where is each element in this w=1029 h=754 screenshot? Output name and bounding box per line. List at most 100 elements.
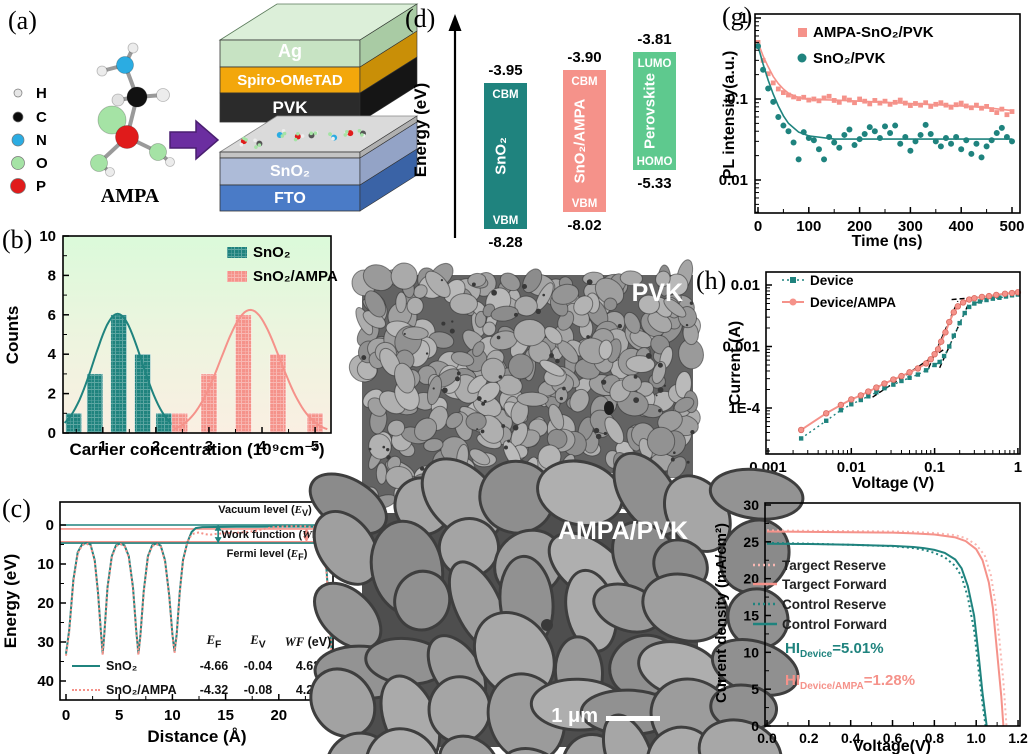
panel-label-h: (h) xyxy=(696,266,727,295)
svg-text:500: 500 xyxy=(999,218,1024,235)
p-atom-icon xyxy=(10,178,26,194)
svg-text:5: 5 xyxy=(115,707,123,724)
panel-d-chart: Energy (eV) -3.95 -8.28 CBM VBM SnO₂ -3.90 -8.… xyxy=(411,14,676,251)
panel-b-chart: 1 2 3 4 5 0 2 4 6 8 10 SnO₂ SnO₂/AMPA Counts Carrier… xyxy=(3,228,338,459)
svg-text:200: 200 xyxy=(847,218,872,235)
legend-device: Device xyxy=(810,273,854,288)
svg-text:-8.28: -8.28 xyxy=(488,234,522,251)
svg-text:1: 1 xyxy=(740,10,748,27)
panel-h-chart: 0.001 0.01 0.1 10.010.0011E-4DeviceDevice/A… xyxy=(722,271,1022,492)
svg-text:1.2: 1.2 xyxy=(1008,730,1028,746)
svg-text:0: 0 xyxy=(754,218,762,235)
table-row: SnO₂ -4.66 -0.04 4.62 xyxy=(72,654,336,678)
svg-text:20: 20 xyxy=(270,707,287,724)
svg-text:-3.81: -3.81 xyxy=(637,31,671,48)
device-stack: Ag Spiro-OMeTAD PVK SnO₂ FTO xyxy=(218,3,419,212)
sem-label-ampa-pvk: AMPA/PVK xyxy=(557,517,688,545)
svg-text:100: 100 xyxy=(796,218,821,235)
panel-i: 0.0 0.2 0.4 0.6 0.8 1.0 1.2 0 5 10 15 20 25 30 Targect… xyxy=(690,480,1029,754)
legend-sno2-pvk: SnO₂/PVK xyxy=(813,50,886,67)
svg-text:0.6: 0.6 xyxy=(883,730,903,746)
c-atom-icon xyxy=(12,111,24,123)
svg-text:30: 30 xyxy=(743,497,759,513)
legend-sno2: SnO₂ xyxy=(253,244,291,261)
o-atom-icon xyxy=(11,156,25,170)
n-atom-icon xyxy=(11,133,25,147)
svg-text:0.01: 0.01 xyxy=(719,172,748,189)
svg-text:VBM: VBM xyxy=(572,198,598,210)
svg-text:SnO₂/AMPA: SnO₂/AMPA xyxy=(572,98,589,183)
stack-layer-label: Ag xyxy=(278,41,302,61)
svg-text:1E-4: 1E-4 xyxy=(728,400,760,417)
scalebar xyxy=(606,716,660,721)
svg-text:10: 10 xyxy=(37,556,54,573)
svg-text:HOMO: HOMO xyxy=(637,156,673,168)
work-function-table: EF EV WF (eV) SnO₂ -4.66 -0.04 4.62 SnO₂… xyxy=(72,630,336,702)
i-x-axis-title: Voltage(V) xyxy=(853,738,931,754)
svg-text:20: 20 xyxy=(37,595,54,612)
svg-text:0.01: 0.01 xyxy=(731,277,760,294)
svg-text:0.01: 0.01 xyxy=(837,459,866,476)
svg-text:40: 40 xyxy=(37,673,54,690)
svg-text:H: H xyxy=(36,85,47,102)
table-header-row: EF EV WF (eV) xyxy=(206,633,332,651)
svg-text:-3.90: -3.90 xyxy=(567,49,601,66)
svg-text:25: 25 xyxy=(743,534,759,550)
svg-text:3: 3 xyxy=(205,438,213,455)
b-y-axis-title: Counts xyxy=(3,306,22,365)
svg-text:0: 0 xyxy=(751,718,759,734)
svg-text:300: 300 xyxy=(898,218,923,235)
h-atom-icon xyxy=(13,88,23,98)
svg-text:C: C xyxy=(36,109,47,126)
process-arrow-icon xyxy=(169,119,220,161)
stack-layer-label: SnO₂ xyxy=(270,163,310,180)
svg-text:0: 0 xyxy=(48,425,56,442)
svg-text:2: 2 xyxy=(152,438,160,455)
svg-text:N: N xyxy=(36,132,47,149)
svg-text:0.0: 0.0 xyxy=(757,730,777,746)
fermi-level-annotation: Fermi level (EF) xyxy=(226,548,308,563)
legend-control-reserve: Control Reserve xyxy=(782,597,887,612)
panel-g-chart: 0 100 200 300 400 500 1 0.1 0.01 AMPA-SnO₂/PVK SnO… xyxy=(719,10,1025,250)
vacuum-level-annotation: Vacuum level (EV) xyxy=(218,504,312,519)
legend-device-ampa: Device/AMPA xyxy=(810,295,896,310)
svg-text:0.001: 0.001 xyxy=(722,339,760,356)
sem-label-pvk: PVK xyxy=(631,279,683,307)
panel-f-sem: AMPA/PVK 1 μm xyxy=(308,451,805,754)
svg-text:2: 2 xyxy=(48,386,56,403)
svg-text:SnO₂: SnO₂ xyxy=(493,137,510,175)
i-y-axis-title: Current density (mA/cm²) xyxy=(713,523,730,703)
svg-text:1: 1 xyxy=(1014,459,1022,476)
hysteresis-index-device-ampa: HIDevice/AMPA=1.28% xyxy=(785,672,916,692)
svg-text:1.0: 1.0 xyxy=(966,730,986,746)
legend-sno2-ampa: SnO₂/AMPA xyxy=(253,268,338,285)
scalebar-label: 1 μm xyxy=(551,705,598,727)
svg-text:-5.33: -5.33 xyxy=(637,175,671,192)
h-y-axis-title: Current (A) xyxy=(727,321,744,405)
svg-text:VBM: VBM xyxy=(493,215,519,227)
svg-text:5: 5 xyxy=(751,681,759,697)
svg-text:CBM: CBM xyxy=(492,89,518,101)
svg-text:6: 6 xyxy=(48,307,56,324)
ampa-molecule xyxy=(90,42,175,177)
d-y-axis-title: Energy (eV) xyxy=(411,83,430,177)
panel-label-b: (b) xyxy=(2,225,33,254)
b-x-axis-title: Carrier concentration (10⁹cm⁻³) xyxy=(69,440,324,459)
svg-text:-8.02: -8.02 xyxy=(567,217,601,234)
svg-text:P: P xyxy=(36,178,46,195)
c-x-axis-title: Distance (Å) xyxy=(147,727,246,746)
svg-text:15: 15 xyxy=(217,707,234,724)
svg-text:0: 0 xyxy=(46,517,54,534)
svg-text:10: 10 xyxy=(743,644,759,660)
legend-ampa-sno2-pvk: AMPA-SnO₂/PVK xyxy=(813,24,934,41)
c-y-axis-title: Energy (eV) xyxy=(1,554,20,648)
svg-text:0.1: 0.1 xyxy=(924,459,945,476)
g-y-axis-title: PL intensity(a.u.) xyxy=(721,51,738,180)
stack-layer-label: PVK xyxy=(273,98,309,117)
svg-text:Perovskite: Perovskite xyxy=(642,73,659,149)
h-x-axis-title: Voltage (V) xyxy=(852,475,934,492)
molecule-name: AMPA xyxy=(101,185,160,207)
